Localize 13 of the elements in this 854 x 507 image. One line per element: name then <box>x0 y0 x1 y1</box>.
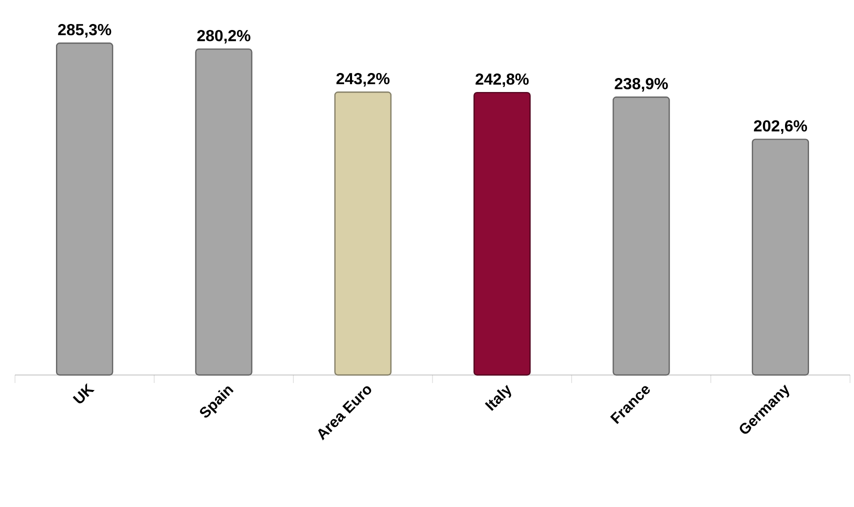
bar <box>752 138 810 376</box>
data-label: 243,2% <box>336 73 390 87</box>
bar <box>612 96 670 376</box>
data-label: 242,8% <box>476 73 529 88</box>
data-label: 280,2% <box>197 30 250 44</box>
bar <box>334 92 392 376</box>
x-tick-label: UK <box>72 383 95 404</box>
data-label: 202,6% <box>754 120 808 134</box>
bar <box>473 92 531 376</box>
bar <box>195 48 252 376</box>
data-label: 238,9% <box>614 78 668 92</box>
bar <box>56 42 114 376</box>
data-label: 285,3% <box>58 24 112 38</box>
